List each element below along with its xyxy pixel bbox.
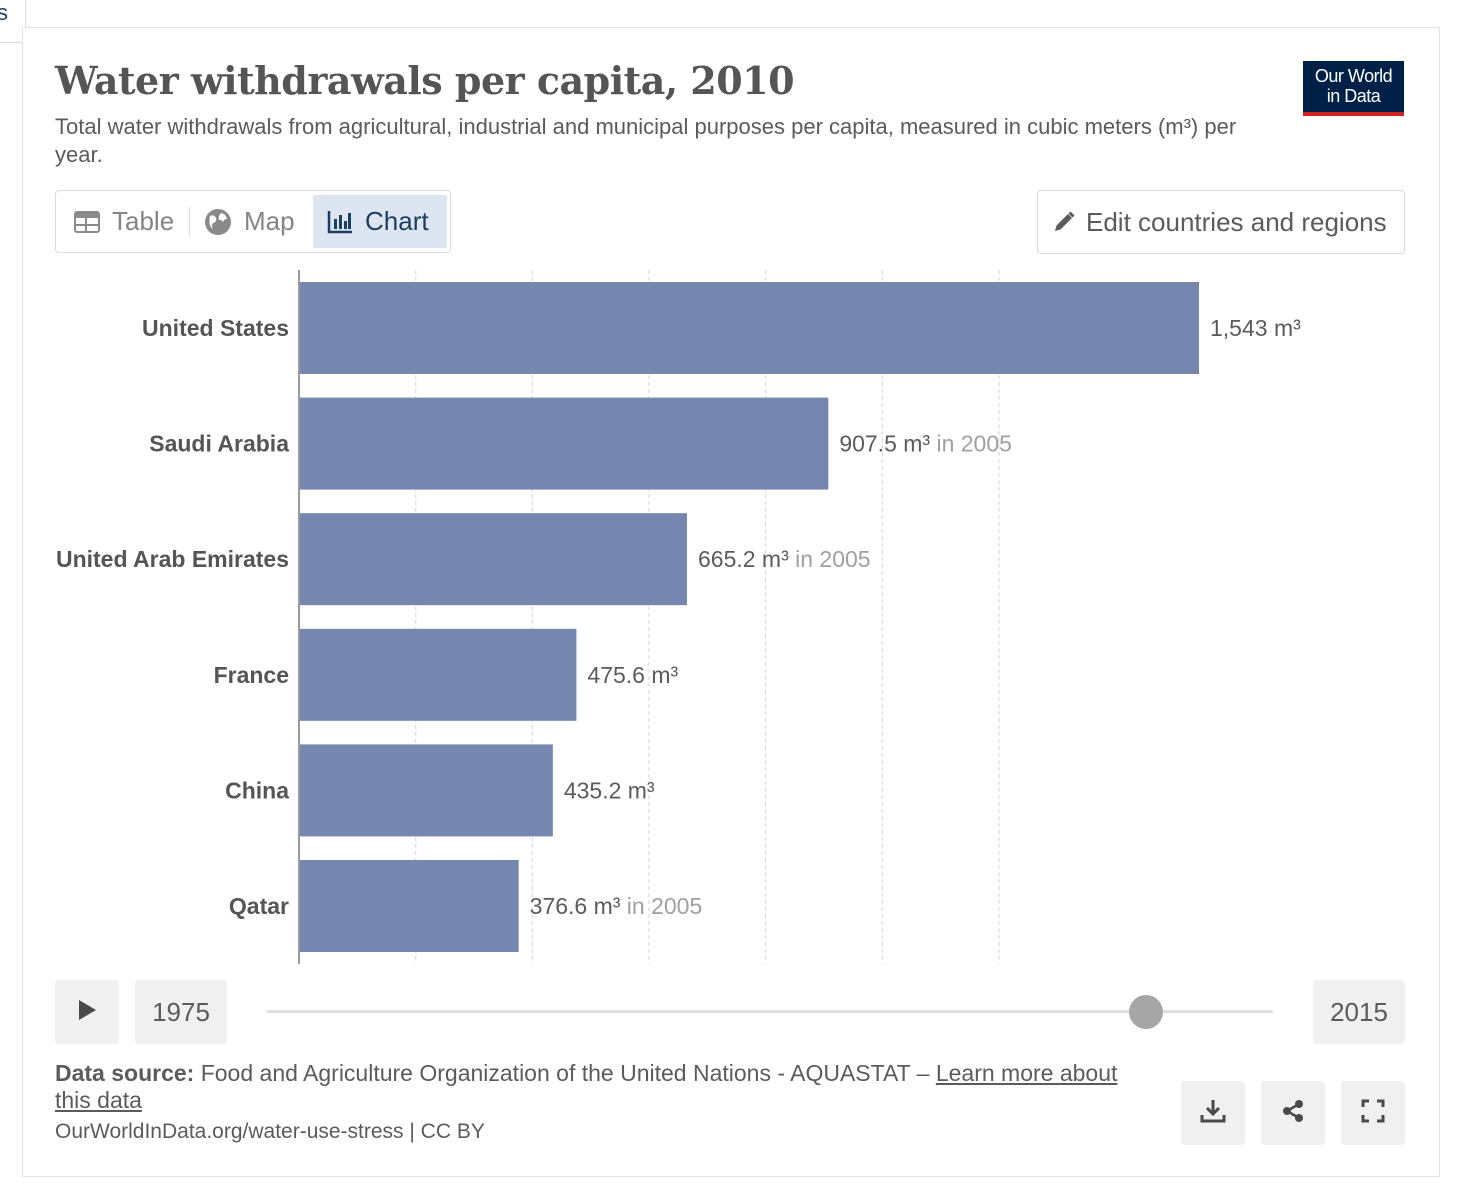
value-label: 1,543 m³	[1210, 315, 1301, 341]
value-label: 907.5 m³ in 2005	[839, 431, 1012, 457]
tab-table[interactable]: Table	[74, 195, 174, 248]
value-year-note: in 2005	[789, 546, 871, 572]
data-source-label: Data source:	[55, 1060, 195, 1086]
category-label: Saudi Arabia	[149, 431, 289, 457]
value-year-note: in 2005	[620, 893, 702, 919]
timeline-end-year[interactable]: 2015	[1313, 980, 1405, 1044]
download-icon	[1200, 1098, 1226, 1129]
table-icon	[74, 210, 100, 233]
bar-france	[299, 628, 577, 721]
tab-map-label: Map	[244, 206, 295, 236]
timeline-start-year[interactable]: 1975	[135, 980, 227, 1044]
value-label: 376.6 m³ in 2005	[530, 893, 703, 919]
download-button[interactable]	[1181, 1081, 1245, 1145]
bar-chart-icon	[327, 210, 353, 234]
data-source: Data source: Food and Agriculture Organi…	[55, 1060, 1155, 1114]
value-year-note: in 2005	[930, 431, 1012, 457]
category-label: United Arab Emirates	[56, 546, 289, 572]
fullscreen-button[interactable]	[1341, 1081, 1405, 1145]
corner-tab-label: s	[0, 0, 8, 25]
logo-line-1: Our World	[1314, 66, 1393, 86]
tab-map[interactable]: Map	[204, 195, 295, 248]
bar-qatar	[299, 860, 519, 952]
bar-china	[299, 744, 553, 837]
logo-line-2: in Data	[1326, 86, 1381, 106]
timeline-slider-track[interactable]	[267, 1010, 1273, 1013]
value-label: 665.2 m³ in 2005	[698, 546, 871, 572]
timeline-slider-handle[interactable]	[1129, 995, 1163, 1029]
chart-title: Water withdrawals per capita, 2010	[55, 58, 795, 103]
tab-table-label: Table	[112, 206, 175, 236]
chart-subtitle: Total water withdrawals from agricultura…	[55, 114, 1237, 167]
category-label: France	[214, 662, 289, 688]
category-label: United States	[142, 315, 289, 341]
tab-divider	[189, 207, 190, 237]
edit-countries-label: Edit countries and regions	[1086, 206, 1387, 237]
data-source-text: Food and Agriculture Organization of the…	[200, 1060, 930, 1086]
view-tabs: Table Map Chart	[55, 190, 451, 253]
source-url: OurWorldInData.org/water-use-stress | CC…	[55, 1120, 485, 1143]
bar-united-states	[299, 282, 1199, 374]
play-button[interactable]	[55, 980, 119, 1044]
corner-tab[interactable]: s	[0, 0, 26, 43]
category-label: Qatar	[229, 893, 289, 919]
share-button[interactable]	[1261, 1081, 1325, 1145]
tab-chart-label: Chart	[365, 206, 429, 236]
value-label: 475.6 m³	[587, 662, 678, 688]
globe-icon	[204, 208, 232, 236]
pencil-icon	[1052, 210, 1076, 234]
value-label: 435.2 m³	[564, 777, 655, 803]
bar-saudi-arabia	[299, 397, 829, 490]
category-label: China	[225, 777, 289, 803]
owid-logo[interactable]: Our World in Data	[1303, 61, 1404, 116]
play-icon	[77, 999, 97, 1026]
bar-united-arab-emirates	[299, 513, 687, 606]
fullscreen-icon	[1361, 1099, 1385, 1128]
edit-countries-button[interactable]: Edit countries and regions	[1037, 190, 1405, 254]
share-icon	[1281, 1099, 1305, 1128]
tab-chart[interactable]: Chart	[313, 195, 447, 248]
learn-more-link[interactable]: Learn more about this data	[55, 1060, 1118, 1113]
